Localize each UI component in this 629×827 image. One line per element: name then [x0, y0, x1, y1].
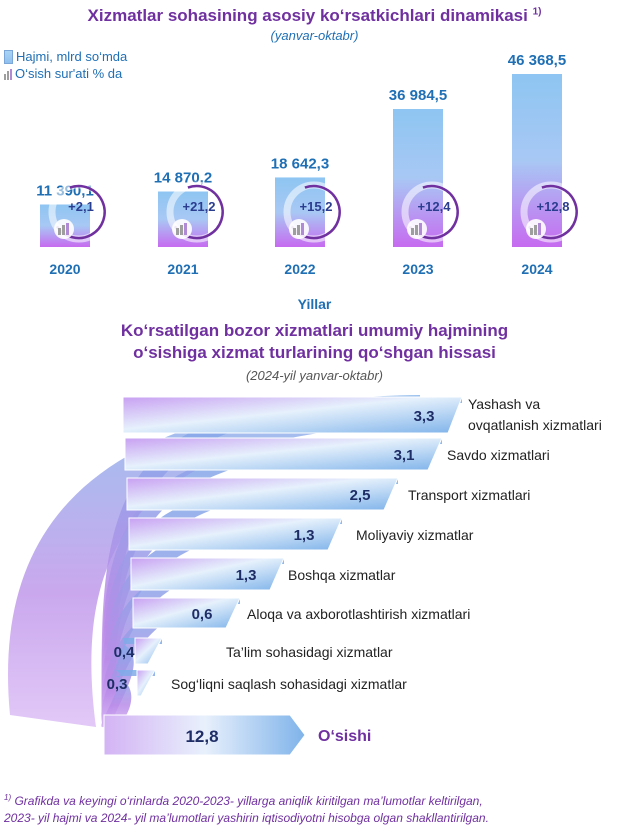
footnote-line2: 2023- yil hajmi va 2024- yil ma’lumotlar… — [4, 811, 489, 825]
total-bar — [103, 714, 306, 756]
contribution-value-label: 3,3 — [414, 408, 435, 425]
x-tick-label-2021: 2021 — [167, 261, 198, 277]
legend-label-growth: O‘sish sur'ati % da — [15, 66, 123, 81]
contribution-category-label: Savdo xizmatlari — [447, 447, 550, 463]
bar-value-label-2023: 36 984,5 — [389, 87, 447, 104]
x-tick-label-2023: 2023 — [402, 261, 433, 277]
contribution-category-label: Sog‘liqni saqlash sohasidagi xizmatlar — [171, 676, 407, 692]
section2-title-line2: o‘sishiga xizmat turlarining qo‘shgan hi… — [133, 343, 496, 362]
fan-background — [8, 395, 420, 727]
growth-chart-icon — [526, 219, 546, 239]
growth-label-2021: +21,2 — [183, 199, 216, 214]
growth-label-2024: +12,8 — [537, 199, 570, 214]
contribution-category-label: ovqatlanish xizmatlari — [468, 417, 602, 433]
contribution-bar-6 — [134, 637, 163, 665]
section2-title: Ko‘rsatilgan bozor xizmatlari umumiy haj… — [0, 320, 629, 364]
contribution-value-label: 1,3 — [294, 527, 315, 544]
contribution-bar-2 — [126, 477, 399, 511]
total-value-label: 12,8 — [185, 727, 218, 746]
contribution-bar-3 — [128, 517, 343, 551]
contribution-category-label: Yashash va — [468, 396, 540, 412]
legend: Hajmi, mlrd so‘mda O‘sish sur'ati % da — [4, 48, 127, 82]
contribution-category-label: Boshqa xizmatlar — [288, 567, 396, 583]
x-tick-label-2024: 2024 — [521, 261, 552, 277]
footnote-line1: 1) Grafikda va keyingi o‘rinlarda 2020-2… — [4, 793, 483, 808]
contribution-category-label: Aloqa va axborotlashtirish xizmatlari — [247, 606, 470, 622]
legend-item-volume: Hajmi, mlrd so‘mda — [4, 48, 127, 65]
x-tick-label-2022: 2022 — [284, 261, 315, 277]
chart-subtitle: (yanvar-oktabr) — [270, 28, 359, 43]
growth-chart-icon — [4, 68, 12, 80]
x-axis-label: Yillar — [297, 296, 332, 312]
bar-value-label-2022: 18 642,3 — [271, 155, 329, 172]
chart-title: Xizmatlar sohasining asosiy ko‘rsatkichl… — [87, 6, 542, 25]
bar-swatch-icon — [4, 49, 13, 64]
growth-chart-icon — [172, 219, 192, 239]
contribution-bar-7 — [136, 669, 156, 697]
contribution-bar-0 — [122, 396, 463, 434]
legend-label-volume: Hajmi, mlrd so‘mda — [16, 49, 128, 64]
contribution-bar-1 — [124, 437, 443, 471]
contribution-bar-5 — [132, 597, 241, 629]
growth-chart-icon — [407, 219, 427, 239]
growth-chart-icon — [289, 219, 309, 239]
growth-label-2020: +2,1 — [68, 199, 94, 214]
contribution-value-label: 0,3 — [107, 676, 128, 693]
contribution-value-label: 2,5 — [350, 487, 371, 504]
contribution-category-label: Moliyaviy xizmatlar — [356, 527, 474, 543]
contribution-value-label: 0,4 — [114, 644, 136, 661]
section2-title-line1: Ko‘rsatilgan bozor xizmatlari umumiy haj… — [120, 321, 509, 340]
contribution-bar-4 — [130, 557, 285, 591]
footnote: 1) Grafikda va keyingi o‘rinlarda 2020-2… — [4, 789, 626, 827]
growth-chart-icon — [54, 219, 74, 239]
x-tick-label-2020: 2020 — [49, 261, 80, 277]
growth-label-2023: +12,4 — [418, 199, 452, 214]
legend-item-growth: O‘sish sur'ati % da — [4, 65, 127, 82]
contribution-value-label: 0,6 — [192, 606, 213, 623]
contribution-value-label: 1,3 — [236, 567, 257, 584]
contribution-category-label: Ta’lim sohasidagi xizmatlar — [226, 644, 393, 660]
contribution-category-label: Transport xizmatlari — [408, 487, 530, 503]
bar-2024 — [512, 74, 562, 247]
section2-subtitle: (2024-yil yanvar-oktabr) — [245, 368, 384, 383]
total-label: O‘sishi — [318, 728, 371, 745]
growth-label-2022: +15,2 — [300, 199, 333, 214]
contribution-value-label: 3,1 — [394, 447, 415, 464]
contribution-chart: 3,3 Yashash va ovqatlanish xizmatlari 3,1 Sa… — [8, 395, 602, 756]
bar-value-label-2024: 46 368,5 — [508, 52, 566, 69]
